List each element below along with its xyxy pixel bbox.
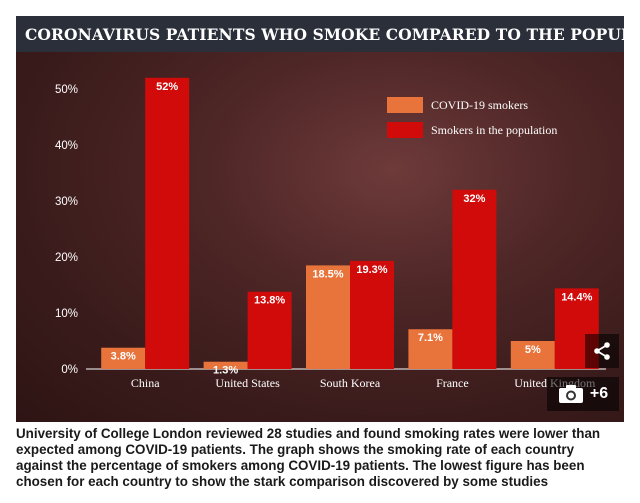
bar-population-smokers — [145, 77, 190, 370]
data-label: 18.5% — [312, 268, 343, 280]
figure-caption: University of College London reviewed 28… — [16, 426, 601, 489]
data-label: 14.4% — [561, 291, 592, 303]
bar-covid-smokers — [203, 361, 248, 369]
legend-label: COVID-19 smokers — [431, 98, 528, 112]
data-label: 32% — [463, 193, 485, 205]
gallery-button[interactable]: +6 — [547, 377, 619, 411]
x-tick-label: France — [436, 376, 469, 390]
data-label: 5% — [525, 344, 541, 356]
bar-population-smokers — [247, 291, 292, 369]
bar-covid-smokers — [306, 265, 350, 369]
data-label: 7.1% — [418, 332, 443, 344]
bar-covid-smokers — [510, 341, 555, 369]
data-label: 19.3% — [356, 264, 387, 276]
y-tick-label: 50% — [55, 84, 78, 96]
chart-title: CORONAVIRUS PATIENTS WHO SMOKE COMPARED … — [25, 24, 624, 44]
y-tick-label: 0% — [61, 364, 78, 376]
bar-covid-smokers — [408, 329, 453, 369]
legend-swatch — [387, 122, 423, 138]
data-label: 3.8% — [111, 351, 136, 363]
y-tick-label: 10% — [55, 308, 78, 320]
gallery-count: +6 — [589, 385, 609, 402]
x-tick-label: China — [131, 376, 160, 390]
legend-label: Smokers in the population — [431, 123, 557, 137]
x-tick-label: United States — [215, 376, 280, 390]
bar-population-smokers — [350, 260, 394, 369]
share-icon — [594, 342, 610, 360]
data-label: 1.3% — [213, 365, 238, 377]
bar-population-smokers — [452, 189, 497, 369]
y-tick-label: 40% — [55, 140, 78, 152]
y-tick-label: 30% — [55, 196, 78, 208]
legend-swatch — [387, 97, 423, 113]
data-label: 52% — [156, 81, 178, 93]
chart-figure: CORONAVIRUS PATIENTS WHO SMOKE COMPARED … — [16, 16, 624, 422]
chart-title-bar: CORONAVIRUS PATIENTS WHO SMOKE COMPARED … — [16, 16, 624, 52]
share-button[interactable] — [585, 334, 619, 368]
bar-chart: 0% 10% 20% 30% 40% 50% 3.8% 52% China 1.3% 13.8% Un… — [55, 77, 606, 390]
bar-covid-smokers — [101, 347, 146, 369]
y-tick-label: 20% — [55, 252, 78, 264]
data-label: 13.8% — [254, 295, 285, 307]
x-tick-label: South Korea — [320, 376, 381, 390]
camera-icon — [558, 385, 583, 403]
